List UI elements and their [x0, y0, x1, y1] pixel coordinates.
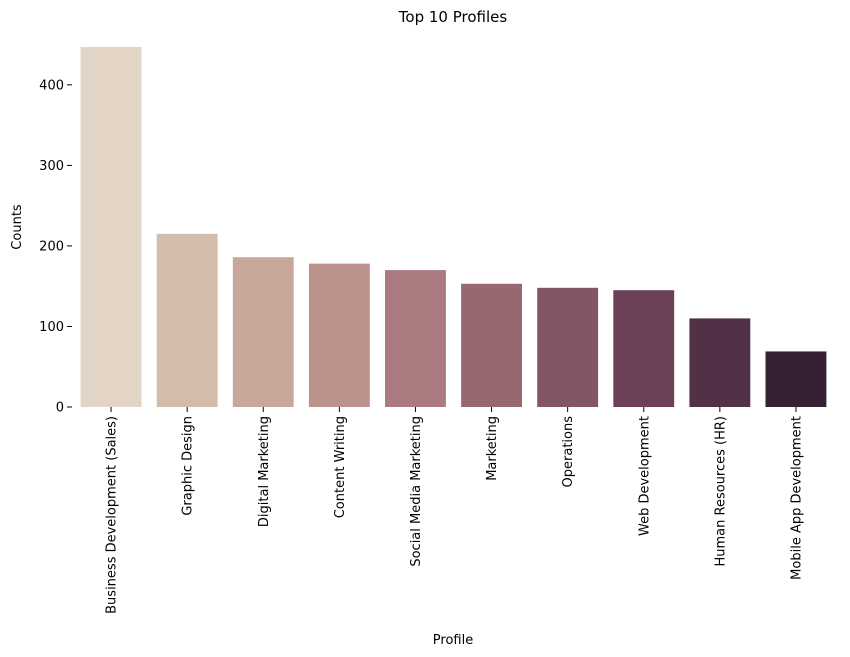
bar-mobile-app-development [765, 351, 827, 407]
y-tick-label: 200 [39, 239, 64, 254]
y-tick-label: 300 [39, 159, 64, 174]
x-tick-label: Digital Marketing [257, 416, 272, 527]
y-tick-label: 100 [39, 320, 64, 335]
y-axis-label: Counts [10, 204, 25, 250]
bar-content-writing [308, 263, 370, 407]
bar-social-media-marketing [385, 270, 446, 407]
x-axis-label: Profile [433, 633, 473, 648]
y-tick-label: 400 [39, 78, 64, 93]
x-tick-label: Web Development [637, 416, 652, 536]
x-tick-label: Social Media Marketing [409, 416, 424, 567]
bar-web-development [613, 290, 675, 407]
bar-graphic-design [156, 233, 218, 407]
bar-operations [537, 287, 599, 407]
x-tick-label: Mobile App Development [789, 416, 804, 580]
bar-marketing [461, 283, 522, 407]
bar-human-resources-hr [689, 318, 751, 407]
x-axis: Business Development (Sales) Graphic Desi… [105, 407, 804, 614]
bar-business-development-sales [80, 47, 142, 407]
x-tick-label: Content Writing [333, 416, 348, 518]
y-axis: 0 100 200 300 400 [39, 78, 72, 416]
chart-title: Top 10 Profiles [398, 8, 508, 26]
x-tick-label: Operations [561, 416, 576, 488]
x-tick-label: Business Development (Sales) [105, 416, 120, 614]
y-tick-label: 0 [56, 401, 64, 416]
x-tick-label: Marketing [485, 416, 500, 481]
bars-group [80, 47, 827, 407]
bar-digital-marketing [232, 257, 294, 407]
x-tick-label: Graphic Design [181, 416, 196, 516]
x-tick-label: Human Resources (HR) [713, 416, 728, 567]
